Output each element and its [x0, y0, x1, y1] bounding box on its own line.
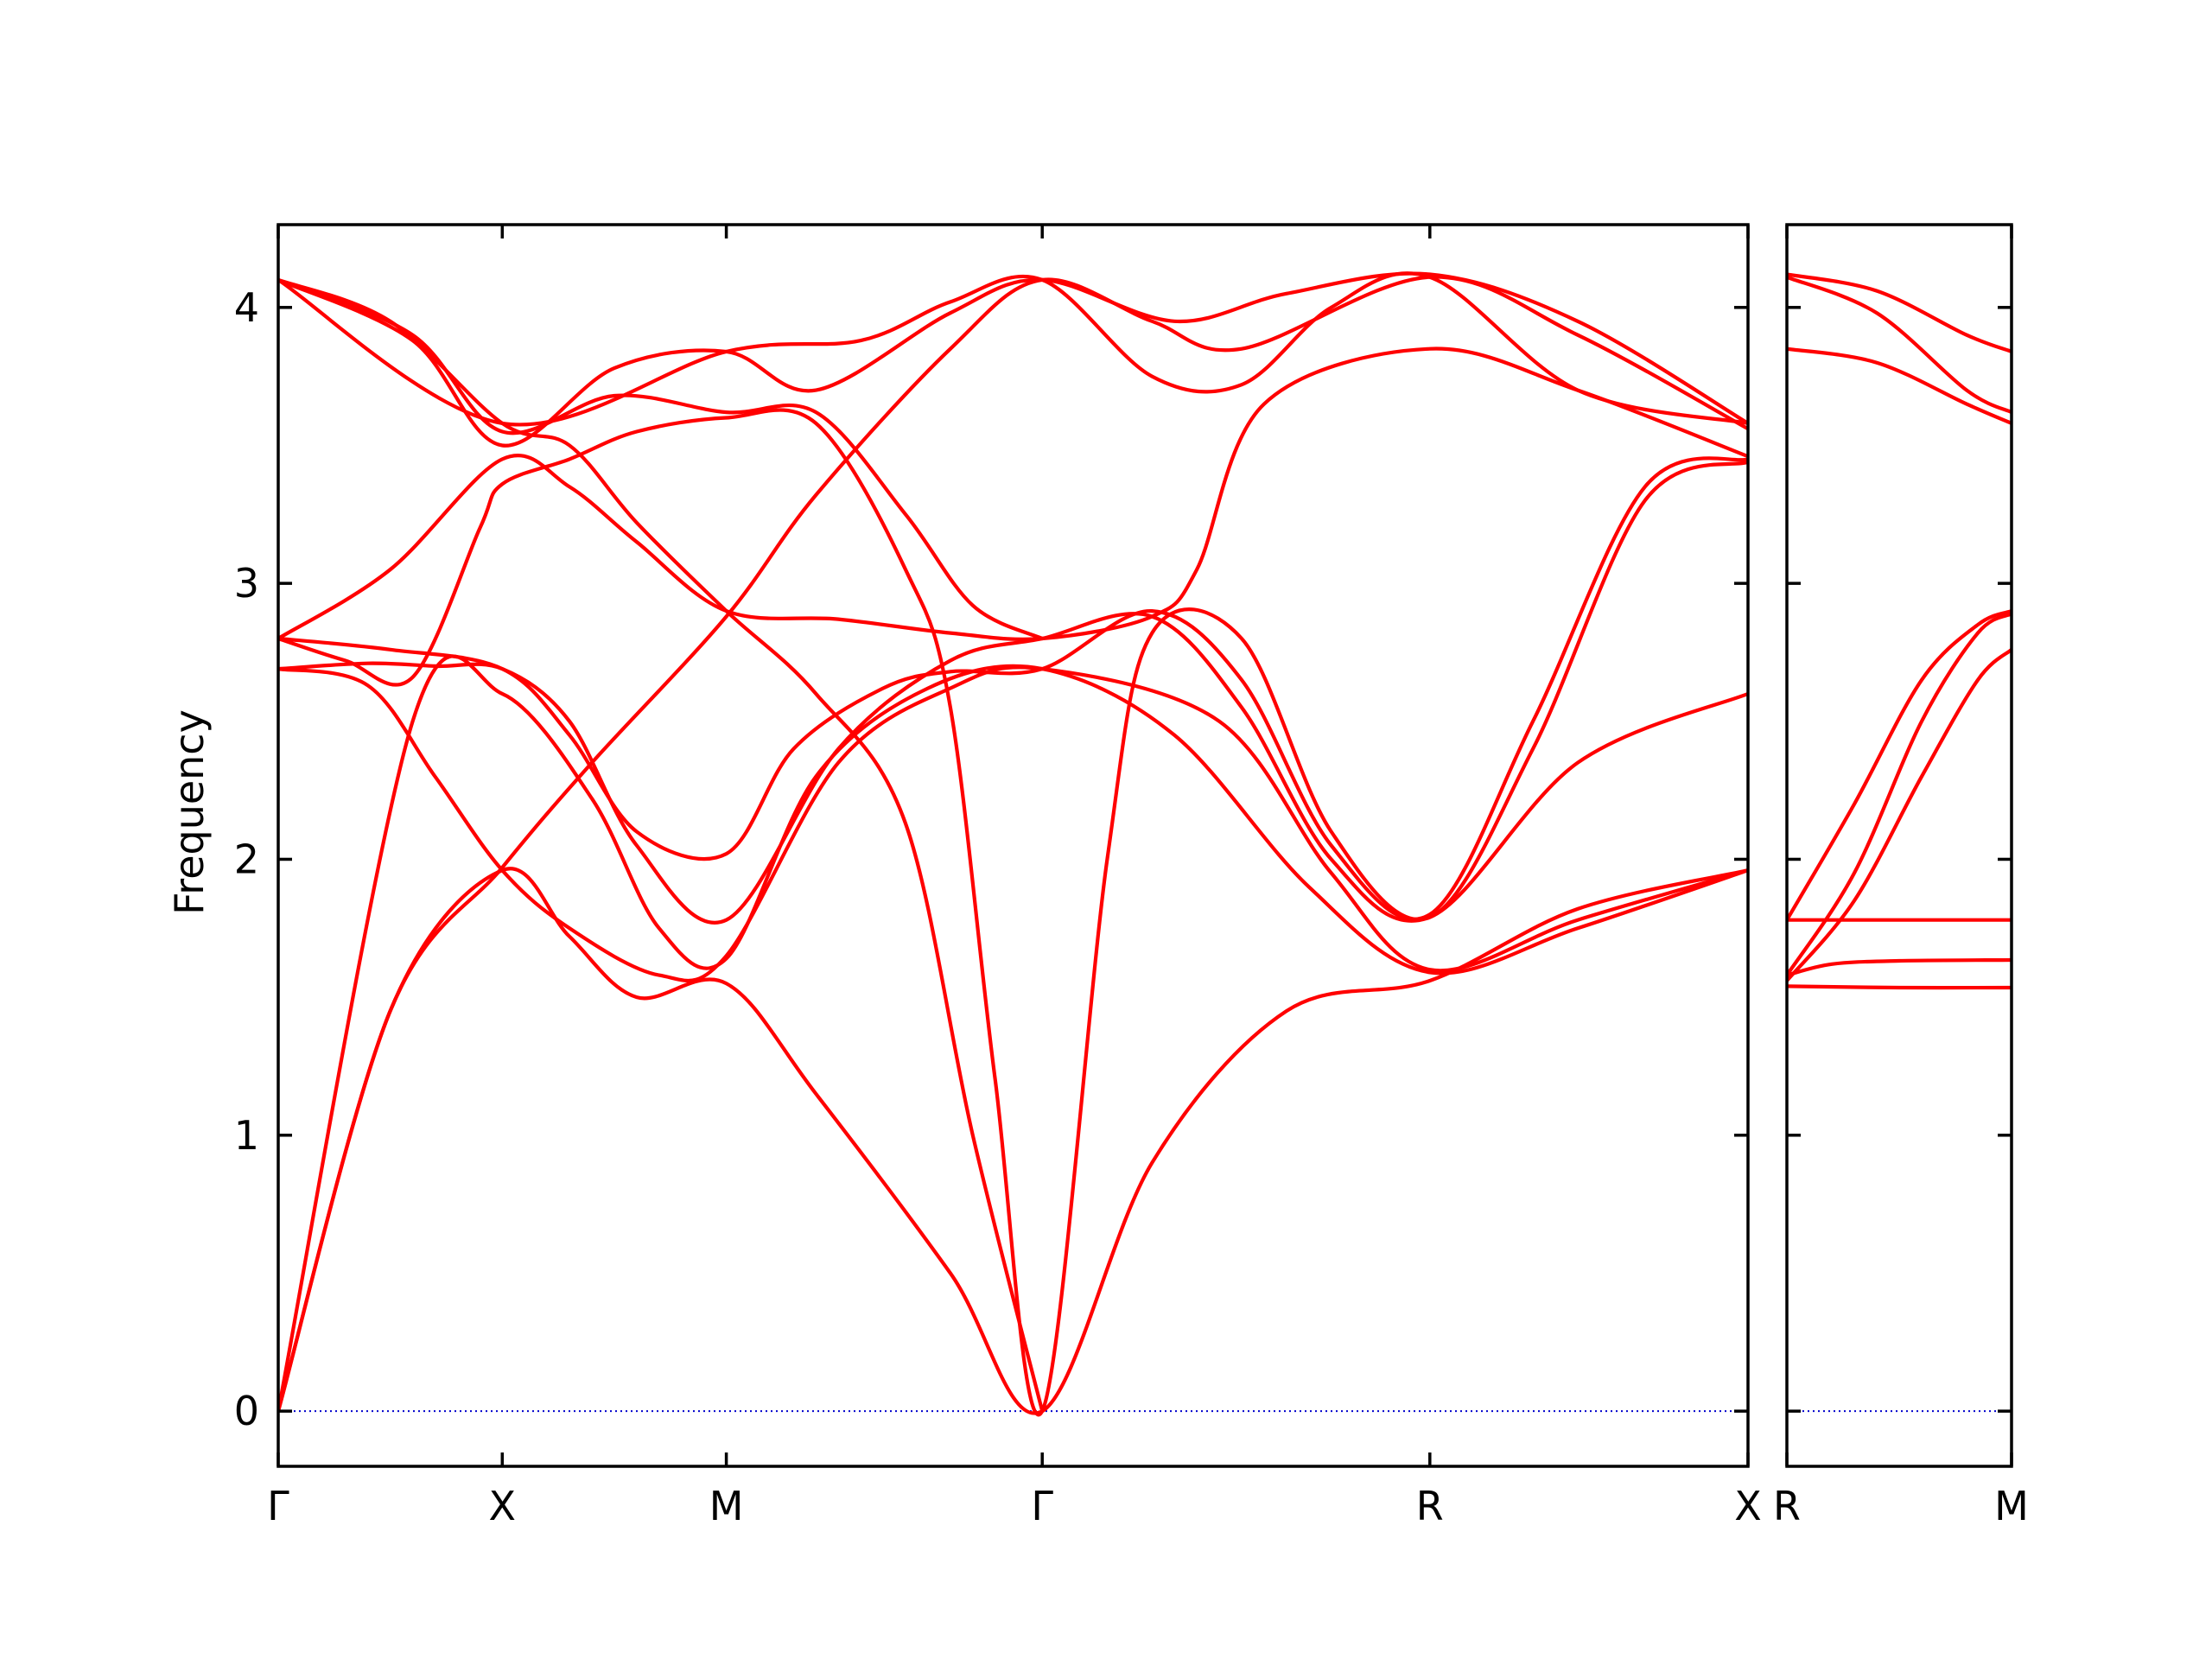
band-line-10: [278, 277, 1045, 641]
band-line-2: [278, 654, 1748, 1414]
y-axis-label: Frequency: [166, 709, 213, 915]
band-line-5: [1787, 612, 2012, 977]
plot-frame: [276, 223, 1750, 1468]
band-line-9: [1787, 272, 2012, 353]
band-line-6: [278, 456, 1748, 921]
plot-frame: [1785, 223, 2013, 1468]
y-tick-label: 2: [234, 836, 259, 882]
band-line-5: [278, 408, 1748, 1416]
x-tick-label: R: [1416, 1483, 1444, 1529]
y-tick-label: 3: [234, 560, 259, 607]
x-tick-label: Γ: [1031, 1483, 1053, 1529]
band-line-6: [1787, 609, 2012, 922]
band-line-4: [1787, 647, 2012, 983]
band-line-7: [278, 346, 1748, 642]
band-line-7: [1787, 346, 2012, 425]
y-tick-label: 1: [234, 1112, 259, 1159]
y-axis-label-group: Frequency: [166, 709, 213, 915]
x-tick-label: X: [1734, 1483, 1762, 1529]
band-line-4: [278, 612, 1748, 925]
band-line-12: [278, 271, 1748, 427]
panel-1: 0 1 2 3 4 Γ X M Γ R X: [234, 223, 1762, 1529]
x-tick-label: R: [1773, 1483, 1801, 1529]
band-line-1: [1787, 984, 2012, 990]
band-line-2: [1787, 957, 2012, 977]
band-line-3: [278, 665, 1748, 983]
band-series-group: [1787, 272, 2012, 990]
band-line-1: [278, 867, 1748, 1415]
y-tick-label: 0: [234, 1388, 259, 1434]
band-series-group: [278, 271, 1748, 1416]
x-tick-label: X: [489, 1483, 517, 1529]
band-line-11: [278, 271, 1748, 448]
x-tick-label: M: [1994, 1483, 2029, 1529]
band-line-8: [1787, 275, 2012, 415]
x-tick-label: Γ: [267, 1483, 289, 1529]
y-tick-label: 4: [234, 284, 259, 331]
x-tick-label: M: [709, 1483, 744, 1529]
